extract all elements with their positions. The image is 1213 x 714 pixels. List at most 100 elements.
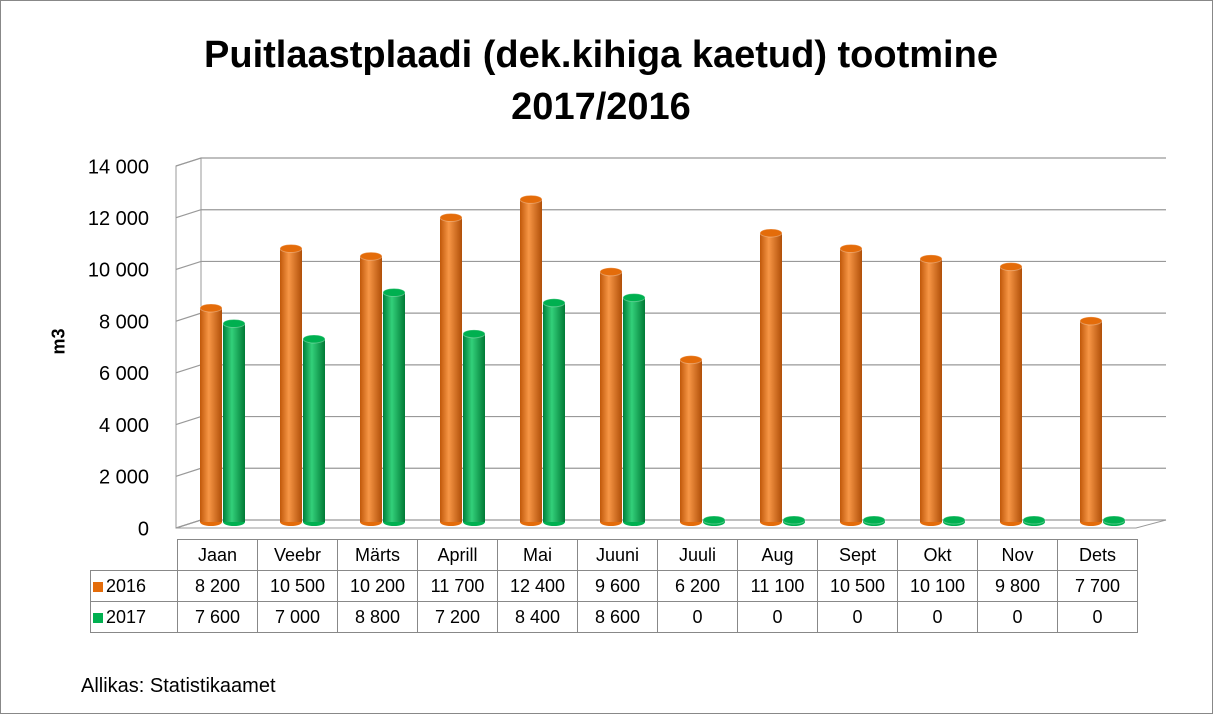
bar xyxy=(760,232,782,522)
y-tick-label: 6 000 xyxy=(99,363,149,385)
bar-top xyxy=(359,251,383,261)
bar xyxy=(520,199,542,522)
bar-top xyxy=(279,244,303,253)
table-header-row: Jaan Veebr Märts Aprill Mai Juuni Juuli Aug Sept… xyxy=(91,539,1138,571)
bar-top xyxy=(759,228,783,238)
bar-top xyxy=(622,293,646,303)
data-label: 0 xyxy=(657,601,738,633)
grid-line xyxy=(175,157,1166,167)
x-tick-label: Nov xyxy=(977,539,1058,571)
bar xyxy=(200,307,222,522)
x-tick-label: Sept xyxy=(817,539,898,571)
data-label: 10 200 xyxy=(337,570,418,602)
x-tick-label: Veebr xyxy=(257,539,338,571)
bar xyxy=(440,217,462,522)
data-label: 6 200 xyxy=(657,570,738,602)
bar xyxy=(920,258,942,522)
chart-title: Puitlaastplaadi (dek.kihiga kaetud) toot… xyxy=(204,34,998,128)
bar xyxy=(303,339,325,522)
bar-top xyxy=(999,262,1023,272)
bar-top xyxy=(599,267,623,277)
table-corner xyxy=(91,540,178,571)
data-label: 0 xyxy=(817,601,898,633)
bar-top xyxy=(782,515,806,525)
data-label: 12 400 xyxy=(497,570,578,602)
table-row: 2016 8 200 10 500 10 200 11 700 12 400 9 600 6 … xyxy=(90,570,1138,602)
bar xyxy=(543,302,565,522)
x-tick-label: Dets xyxy=(1057,539,1138,571)
bar xyxy=(623,297,645,522)
bar xyxy=(840,248,862,522)
x-tick-label: Aug xyxy=(737,539,818,571)
legend-item: 2017 xyxy=(90,601,178,633)
bar-top xyxy=(519,194,543,204)
x-tick-label: Mai xyxy=(497,539,578,571)
data-label: 8 600 xyxy=(577,601,658,633)
x-tick-label: Jaan xyxy=(177,539,258,571)
bar-top xyxy=(542,298,566,308)
y-tick-label: 0 xyxy=(138,518,149,540)
data-label: 7 600 xyxy=(177,601,258,633)
y-tick-label: 12 000 xyxy=(88,208,149,230)
data-label: 8 200 xyxy=(177,570,258,602)
data-label: 0 xyxy=(737,601,818,633)
bar xyxy=(280,248,302,522)
y-tick-label: 2 000 xyxy=(99,467,149,489)
data-label: 0 xyxy=(897,601,978,633)
x-tick-label: Okt xyxy=(897,539,978,571)
bar-top xyxy=(919,254,943,264)
y-axis-label: m3 xyxy=(48,328,69,355)
data-label: 0 xyxy=(977,601,1058,633)
source: Allikas: Statistikaamet xyxy=(81,675,276,697)
x-tick-label: Juuli xyxy=(657,539,738,571)
data-label: 8 400 xyxy=(497,601,578,633)
bar xyxy=(1080,320,1102,522)
data-label: 7 700 xyxy=(1057,570,1138,602)
data-label: 11 100 xyxy=(737,570,818,602)
bar-top xyxy=(439,212,463,222)
bar-top xyxy=(302,334,326,344)
bar-top xyxy=(222,318,246,328)
y-tick-label: 8 000 xyxy=(99,311,149,333)
grid-line xyxy=(175,209,1166,219)
bar xyxy=(360,256,382,522)
legend-key xyxy=(93,581,103,592)
data-label: 8 800 xyxy=(337,601,418,633)
bar xyxy=(600,271,622,522)
bar-top xyxy=(1102,515,1126,525)
y-tick-label: 10 000 xyxy=(88,260,149,282)
data-label: 11 700 xyxy=(417,570,498,602)
bar-top xyxy=(199,303,223,313)
x-tick-label: Aprill xyxy=(417,539,498,571)
data-label: 7 200 xyxy=(417,601,498,633)
legend-item: 2016 xyxy=(90,570,178,602)
bar xyxy=(463,333,485,522)
data-label: 10 500 xyxy=(257,570,338,602)
x-tick-label: Juuni xyxy=(577,539,658,571)
bar-top xyxy=(1079,316,1103,326)
bar-top xyxy=(382,287,406,297)
bar-top xyxy=(942,515,966,525)
bar-top xyxy=(1022,515,1046,525)
y-tick-label: 4 000 xyxy=(99,415,149,437)
legend-key xyxy=(93,612,103,623)
bar xyxy=(680,359,702,522)
data-label: 7 000 xyxy=(257,601,338,633)
bar xyxy=(1000,266,1022,522)
legend-label: 2017 xyxy=(106,606,147,627)
y-tick-label: 14 000 xyxy=(88,156,149,178)
data-label: 9 800 xyxy=(977,570,1058,602)
x-tick-label: Märts xyxy=(337,539,418,571)
legend-label: 2016 xyxy=(106,575,147,596)
bar-top xyxy=(679,355,703,365)
data-label: 0 xyxy=(1057,601,1138,633)
bar-top xyxy=(839,244,863,253)
data-label: 10 500 xyxy=(817,570,898,602)
data-table: Jaan Veebr Märts Aprill Mai Juuni Juuli Aug Sept… xyxy=(90,539,1138,633)
data-label: 10 100 xyxy=(897,570,978,602)
table-row: 2017 7 600 7 000 8 800 7 200 8 400 8 600 0 0 0 0 0 0 xyxy=(90,601,1138,633)
bar-top xyxy=(702,515,726,525)
bar-top xyxy=(862,515,886,525)
